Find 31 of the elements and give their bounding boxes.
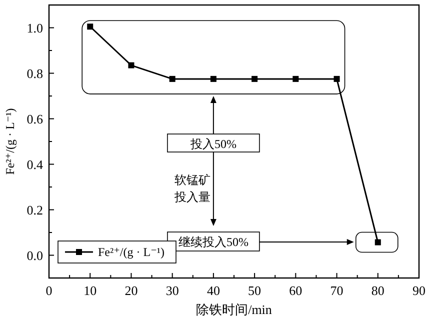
x-tick-label: 20 xyxy=(124,283,138,298)
annotation: 投入50% xyxy=(189,137,236,151)
point xyxy=(374,239,381,246)
y-tick-label: 1.0 xyxy=(26,20,43,36)
x-tick-label: 90 xyxy=(412,283,426,298)
annotation: 软锰矿 xyxy=(174,173,210,187)
y-axis-title: Fe²⁺/(g · L⁻¹) xyxy=(3,108,17,175)
y-tick-label: 0.2 xyxy=(26,202,43,218)
y-tick-label: 0.0 xyxy=(26,248,43,263)
y-tick-label: 0.4 xyxy=(26,156,44,172)
y-tick-label: 0.8 xyxy=(26,66,43,81)
point xyxy=(252,76,258,82)
point xyxy=(87,24,94,30)
point xyxy=(334,76,340,82)
x-axis-title: 除铁时间/min xyxy=(196,302,272,317)
x-tick-label: 30 xyxy=(166,283,179,298)
x-tick-label: 40 xyxy=(206,283,220,298)
point xyxy=(128,62,134,68)
point xyxy=(210,76,216,82)
point xyxy=(169,76,176,82)
x-tick-label: 50 xyxy=(248,283,262,298)
annotation: 继续投入50% xyxy=(178,235,248,249)
point xyxy=(292,76,299,82)
x-tick-label: 10 xyxy=(84,283,97,298)
x-tick-label: 80 xyxy=(371,283,384,298)
annotation: 投入量 xyxy=(173,190,210,204)
x-tick-label: 70 xyxy=(330,283,344,298)
legend-label: Fe²⁺/(g · L⁻¹) xyxy=(98,245,165,259)
x-tick-label: 60 xyxy=(289,283,302,298)
x-tick-label: 0 xyxy=(46,283,52,298)
y-tick-label: 0.6 xyxy=(26,111,44,126)
